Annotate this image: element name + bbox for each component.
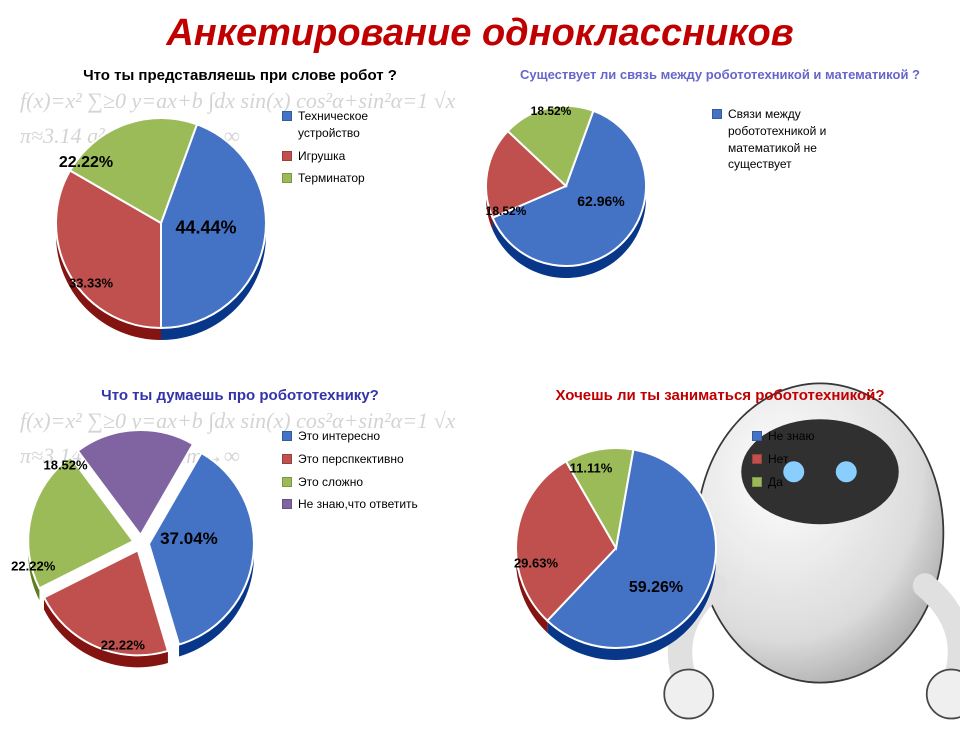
- legend-1: Связи между робототехникой и математикой…: [706, 86, 858, 179]
- pie-chart-2: 37.04% 22.22% 22.22% 18.52%: [6, 408, 276, 678]
- legend-0: Техническое устройство Игрушка Терминатор: [276, 88, 428, 193]
- slice-label: 22.22%: [101, 638, 145, 653]
- legend-item: Связи между робототехникой и математикой…: [712, 106, 858, 173]
- chart-title-1: Существует ли связь между робототехникой…: [486, 67, 954, 82]
- legend-text: Терминатор: [298, 170, 365, 187]
- slice-label: 18.52%: [43, 458, 87, 473]
- legend-3: Не знаю Нет Да: [746, 408, 814, 496]
- slice-label: 59.26%: [629, 579, 683, 597]
- legend-text: Это перспкективно: [298, 451, 404, 468]
- slice-label: 33.33%: [69, 276, 113, 291]
- chart-title-0: Что ты представляешь при слове робот ?: [6, 67, 474, 84]
- legend-item: Да: [752, 474, 814, 491]
- legend-item: Это интересно: [282, 428, 418, 445]
- cell-bottom-right: Хочешь ли ты заниматься робототехникой? …: [480, 383, 960, 703]
- legend-swatch: [752, 454, 762, 464]
- cell-top-left: f(x)=x² ∑≥0 y=ax+b ∫dx sin(x) cos²α+sin²…: [0, 63, 480, 383]
- legend-text: Игрушка: [298, 148, 345, 165]
- legend-swatch: [282, 173, 292, 183]
- legend-text: Связи между робототехникой и математикой…: [728, 106, 858, 173]
- legend-swatch: [282, 477, 292, 487]
- legend-swatch: [282, 431, 292, 441]
- slice-label: 37.04%: [160, 529, 218, 549]
- slice-label: 11.11%: [570, 461, 613, 476]
- legend-item: Техническое устройство: [282, 108, 428, 142]
- legend-item: Это перспкективно: [282, 451, 418, 468]
- page-title: Анкетирование одноклассников: [0, 0, 960, 63]
- legend-text: Это сложно: [298, 474, 363, 491]
- slice-label: 62.96%: [577, 193, 624, 209]
- legend-text: Не знаю,что ответить: [298, 496, 418, 513]
- legend-swatch: [282, 454, 292, 464]
- slice-label: 22.22%: [11, 559, 55, 574]
- legend-swatch: [282, 499, 292, 509]
- cell-top-right: Существует ли связь между робототехникой…: [480, 63, 960, 383]
- legend-swatch: [712, 109, 722, 119]
- legend-text: Техническое устройство: [298, 108, 428, 142]
- slice-label: 18.52%: [486, 204, 527, 218]
- slice-label: 22.22%: [59, 154, 113, 172]
- legend-swatch: [752, 477, 762, 487]
- pie-chart-0: 44.44% 33.33% 22.22%: [6, 88, 276, 358]
- legend-2: Это интересно Это перспкективно Это сложно…: [276, 408, 418, 519]
- legend-text: Да: [768, 474, 783, 491]
- slice-label: 44.44%: [175, 218, 236, 239]
- legend-text: Нет: [768, 451, 788, 468]
- pie-chart-1: 62.96% 18.52% 18.52%: [486, 86, 706, 306]
- chart-title-2: Что ты думаешь про робототехнику?: [6, 387, 474, 404]
- chart-title-3: Хочешь ли ты заниматься робототехникой?: [486, 387, 954, 404]
- pie-chart-3: 59.26% 29.63% 11.11%: [486, 408, 746, 668]
- cell-bottom-left: f(x)=x² ∑≥0 y=ax+b ∫dx sin(x) cos²α+sin²…: [0, 383, 480, 703]
- legend-item: Игрушка: [282, 148, 428, 165]
- legend-text: Это интересно: [298, 428, 380, 445]
- chart-grid: f(x)=x² ∑≥0 y=ax+b ∫dx sin(x) cos²α+sin²…: [0, 63, 960, 703]
- legend-swatch: [282, 151, 292, 161]
- legend-swatch: [752, 431, 762, 441]
- legend-item: Это сложно: [282, 474, 418, 491]
- legend-swatch: [282, 111, 292, 121]
- legend-item: Терминатор: [282, 170, 428, 187]
- legend-item: Нет: [752, 451, 814, 468]
- legend-text: Не знаю: [768, 428, 814, 445]
- legend-item: Не знаю: [752, 428, 814, 445]
- slice-label: 29.63%: [514, 556, 558, 571]
- legend-item: Не знаю,что ответить: [282, 496, 418, 513]
- slice-label: 18.52%: [531, 104, 572, 118]
